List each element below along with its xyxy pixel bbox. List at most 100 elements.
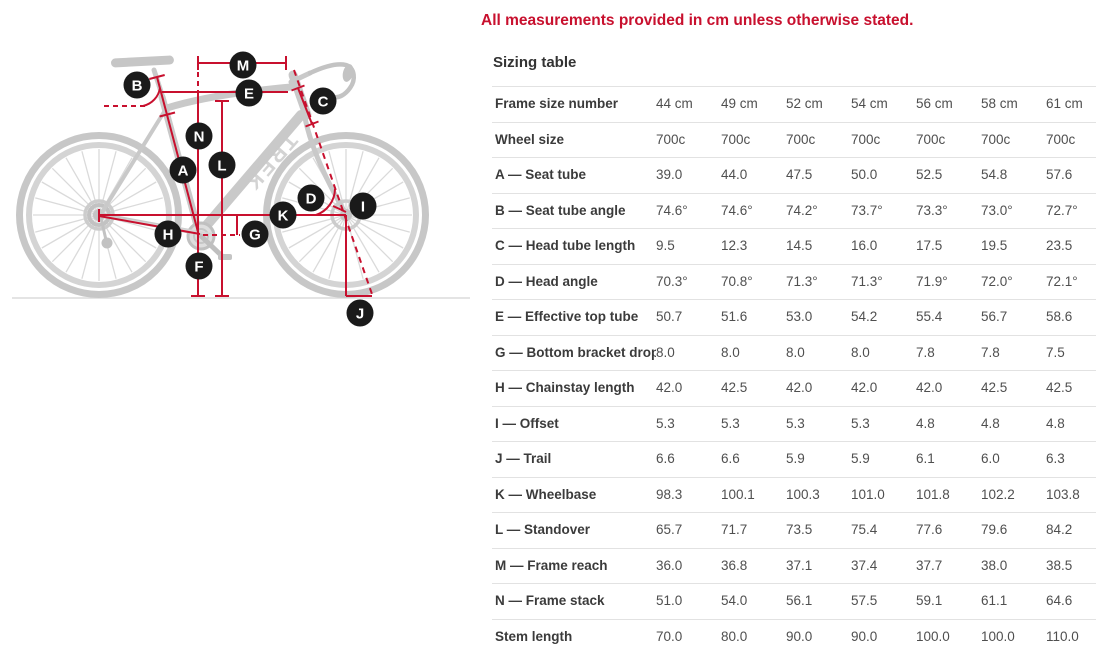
head-tube-top-tick [291,84,305,92]
svg-text:K: K [278,207,289,224]
row-label: D — Head angle [492,263,656,300]
row-value: 90.0 [851,618,916,654]
row-label: I — Offset [492,405,656,442]
row-value: 101.0 [851,476,916,513]
diagram-markers: A B C D E F G H I J K L M N [123,51,377,327]
measurements-note: All measurements provided in cm unless o… [481,12,914,29]
header-label: Frame size number [492,86,656,122]
row-value: 50.7 [656,299,721,335]
row-value: 5.3 [786,405,851,442]
marker-f: F [185,252,213,280]
row-value: 52.5 [916,157,981,193]
table-row-head-angle: D — Head angle 70.3° 70.8° 71.3° 71.3° 7… [492,263,1096,300]
row-value: 56.7 [981,299,1046,335]
marker-b: B [123,71,151,99]
row-value: 73.5 [786,512,851,548]
row-value: 6.6 [656,441,721,477]
row-value: 36.8 [721,547,786,584]
svg-text:G: G [249,226,261,243]
table-row-chainstay-length: H — Chainstay length 42.0 42.5 42.0 42.0… [492,370,1096,406]
row-value: 700c [1046,121,1096,158]
svg-text:J: J [356,305,364,322]
svg-text:F: F [194,258,203,275]
row-value: 8.0 [656,334,721,371]
svg-text:L: L [217,157,226,174]
table-row-head-tube-length: C — Head tube length 9.5 12.3 14.5 16.0 … [492,228,1096,264]
header-size-56: 56 cm [916,86,981,122]
row-value: 71.3° [851,263,916,300]
row-value: 37.7 [916,547,981,584]
row-value: 17.5 [916,228,981,264]
header-size-61: 61 cm [1046,86,1096,122]
row-value: 39.0 [656,157,721,193]
row-value: 73.0° [981,192,1046,229]
row-value: 72.0° [981,263,1046,300]
row-value: 57.5 [851,583,916,619]
row-value: 100.3 [786,476,851,513]
row-value: 51.0 [656,583,721,619]
svg-text:N: N [194,128,205,145]
down-tube-frame [195,110,306,238]
seat-tube-measure-line [156,76,199,233]
chainstay-measure-line [98,215,201,235]
row-label: G — Bottom bracket drop [492,334,656,371]
table-row-offset: I — Offset 5.3 5.3 5.3 5.3 4.8 4.8 4.8 [492,405,1096,442]
row-label: M — Frame reach [492,547,656,584]
row-value: 4.8 [981,405,1046,442]
row-value: 71.7 [721,512,786,548]
table-row-wheel-size: Wheel size 700c 700c 700c 700c 700c 700c… [492,121,1096,158]
row-value: 42.5 [721,370,786,406]
row-value: 6.6 [721,441,786,477]
row-value: 700c [916,121,981,158]
row-label: E — Effective top tube [492,299,656,335]
marker-i: I [349,192,377,220]
row-value: 100.0 [916,618,981,654]
marker-l: L [208,151,236,179]
svg-text:M: M [237,57,250,74]
row-value: 7.5 [1046,334,1096,371]
row-value: 57.6 [1046,157,1096,193]
measurement-lines [98,56,374,298]
row-value: 8.0 [721,334,786,371]
row-value: 38.5 [1046,547,1096,584]
row-label: A — Seat tube [492,157,656,193]
row-value: 16.0 [851,228,916,264]
table-row-wheelbase: K — Wheelbase 98.3 100.1 100.3 101.0 101… [492,476,1096,513]
row-value: 80.0 [721,618,786,654]
row-value: 50.0 [851,157,916,193]
table-row-seat-tube: A — Seat tube 39.0 44.0 47.5 50.0 52.5 5… [492,157,1096,193]
geometry-diagram-pane: TREK [0,0,480,646]
offset-measure-line [332,205,347,213]
marker-k: K [269,201,297,229]
marker-d: D [297,184,325,212]
seat-angle-arc [142,87,161,107]
table-row-frame-reach: M — Frame reach 36.0 36.8 37.1 37.4 37.7… [492,547,1096,584]
row-value: 54.2 [851,299,916,335]
row-label: K — Wheelbase [492,476,656,513]
row-label: N — Frame stack [492,583,656,619]
row-value: 72.7° [1046,192,1096,229]
row-value: 44.0 [721,157,786,193]
row-value: 73.7° [851,192,916,229]
row-value: 37.4 [851,547,916,584]
row-value: 61.1 [981,583,1046,619]
row-value: 65.7 [656,512,721,548]
row-value: 42.5 [1046,370,1096,406]
marker-a: A [169,156,197,184]
svg-text:I: I [361,198,365,215]
row-label: C — Head tube length [492,228,656,264]
row-value: 8.0 [786,334,851,371]
row-value: 4.8 [1046,405,1096,442]
row-value: 8.0 [851,334,916,371]
row-value: 700c [851,121,916,158]
row-value: 700c [656,121,721,158]
head-angle-arc [315,188,336,216]
row-value: 7.8 [916,334,981,371]
row-value: 5.9 [851,441,916,477]
row-value: 101.8 [916,476,981,513]
row-value: 100.0 [981,618,1046,654]
row-label: L — Standover [492,512,656,548]
header-size-49: 49 cm [721,86,786,122]
row-value: 103.8 [1046,476,1096,513]
head-tube-measure-line [297,87,313,125]
